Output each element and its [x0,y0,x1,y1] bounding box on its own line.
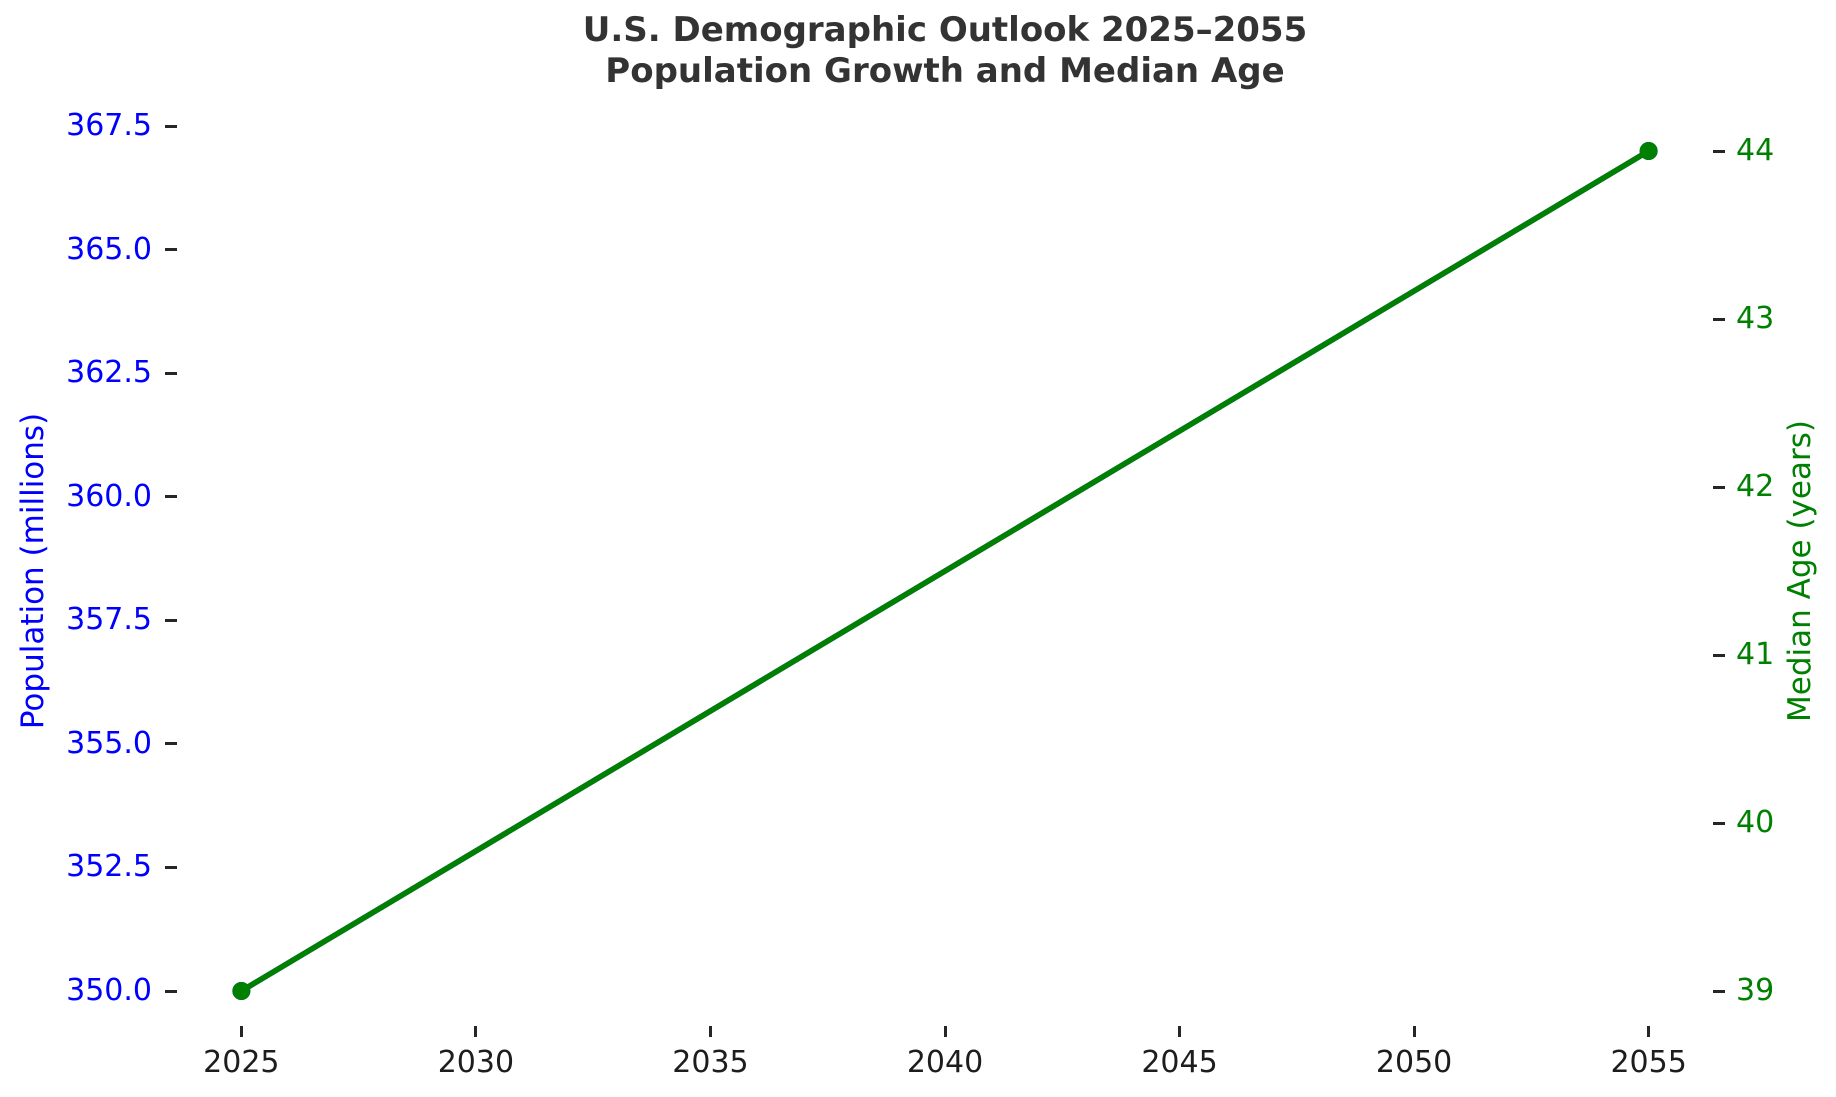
left-axis-tick-mark [165,124,177,128]
right-axis-tick-label: 39 [1736,973,1775,1008]
chart-title-line1: U.S. Demographic Outlook 2025–2055 [582,10,1308,50]
left-axis-tick-mark [165,495,177,499]
right-axis-tick-label: 43 [1736,301,1775,336]
series-line-median-age-years [238,148,1652,994]
x-axis-tick-label: 2055 [1610,1045,1687,1080]
data-point-median-age-years [232,982,251,1000]
left-axis-tick-mark [165,618,177,622]
data-point-median-age-years [1639,142,1658,160]
x-axis-tick-mark [1178,1026,1182,1037]
right-axis-tick-label: 44 [1736,133,1775,168]
left-axis-tick-mark [165,989,177,993]
left-axis-tick-label: 357.5 [66,602,152,638]
left-axis-tick-label: 365.0 [66,231,152,267]
left-axis-tick-mark [165,865,177,869]
left-axis-tick-label: 352.5 [66,849,152,885]
left-axis-tick-label: 362.5 [66,355,152,391]
x-axis-tick-mark [708,1026,712,1037]
x-axis-tick-mark [239,1026,243,1037]
x-axis-tick-label: 2030 [437,1045,515,1080]
right-axis-tick-mark [1713,989,1725,993]
x-axis-tick-label: 2025 [203,1045,280,1080]
left-axis-tick-mark [165,742,177,746]
x-axis-tick-mark [1647,1026,1651,1037]
right-axis-tick-mark [1713,149,1725,153]
left-axis-tick-label: 367.5 [66,108,152,144]
right-axis-tick-mark [1713,821,1725,825]
left-axis-tick-mark [165,371,177,375]
x-axis-tick-label: 2035 [672,1045,749,1080]
left-axis-tick-label: 360.0 [66,478,152,514]
right-axis-tick-mark [1713,653,1725,657]
x-axis-tick-label: 2040 [906,1045,984,1080]
x-axis-tick-mark [1412,1026,1416,1037]
x-axis-tick-label: 2045 [1141,1045,1218,1080]
x-axis-tick-mark [943,1026,947,1037]
right-axis-tick-mark [1713,485,1725,489]
chart-title: U.S. Demographic Outlook 2025–2055 Popul… [583,10,1308,93]
right-axis-tick-label: 40 [1736,805,1775,840]
left-axis-tick-label: 350.0 [66,973,152,1008]
x-axis-tick-label: 2050 [1375,1045,1453,1080]
x-axis-tick-mark [474,1026,478,1037]
right-axis-tick-label: 41 [1736,637,1775,672]
right-axis-tick-label: 42 [1736,469,1775,504]
right-axis-tick-mark [1713,317,1725,321]
left-axis-tick-label: 355.0 [66,725,152,761]
chart-title-line2: Population Growth and Median Age [605,51,1285,92]
left-axis-tick-mark [165,248,177,252]
